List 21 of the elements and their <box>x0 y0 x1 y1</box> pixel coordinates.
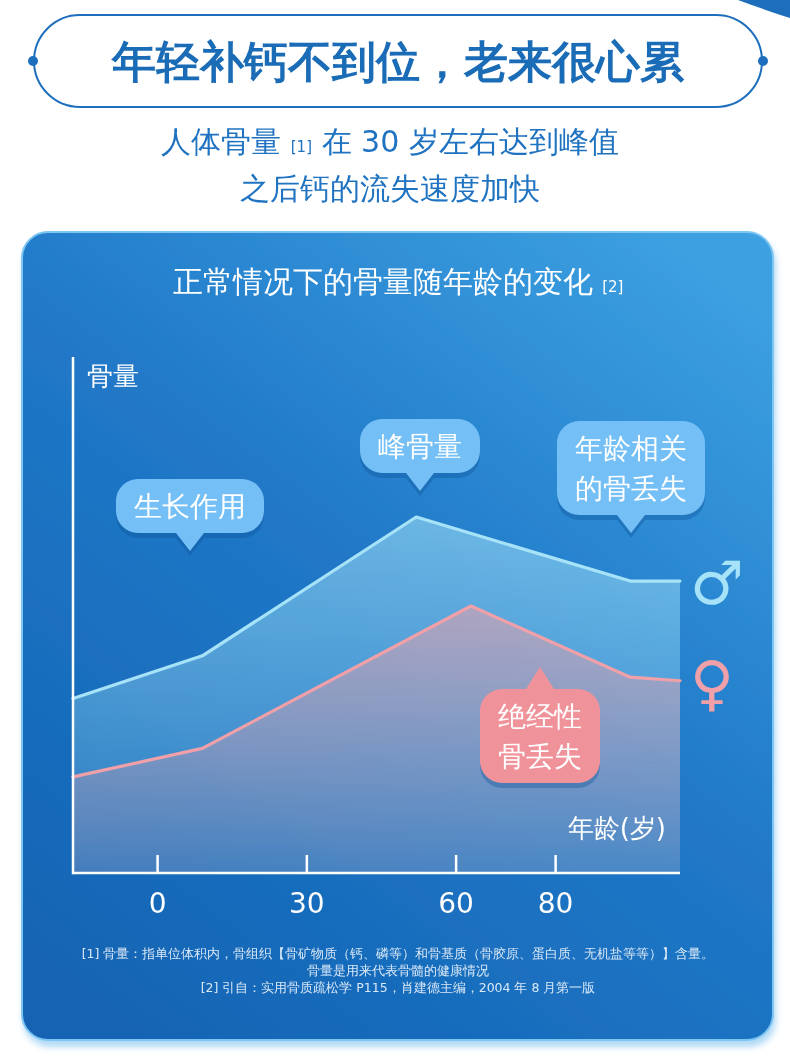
series-name: ♀ <box>690 647 734 718</box>
subtitle: 人体骨量 [1] 在 30 岁左右达到峰值 <box>161 124 619 159</box>
title: 年轻补钙不到位，老来很心累 <box>112 36 684 87</box>
x-tick-label: 0 <box>148 886 167 920</box>
series-name: ♂ <box>690 548 744 619</box>
note: [1] 骨量：指单位体积内，骨组织【骨矿物质（钙、磷等）和骨基质（骨胶原、蛋白质、无机盐等等）】含量。 <box>81 946 715 961</box>
callout-text: 的骨丢失 <box>575 471 687 505</box>
x-tick-label: 60 <box>438 886 474 920</box>
x-tick-label: 80 <box>537 886 574 920</box>
note: 骨量是用来代表骨髓的健康情况 <box>307 963 489 978</box>
chart-heading: 正常情况下的骨量随年龄的变化 [2] <box>172 264 624 299</box>
xlabel: 年龄(岁) <box>567 813 666 843</box>
ylabel: 骨量 <box>87 361 139 391</box>
callout-text: 绝经性 <box>498 699 582 733</box>
note: [2] 引自：实用骨质疏松学 P115，肖建德主编，2004 年 8 月第一版 <box>200 980 596 995</box>
subtitle: 之后钙的流失速度加快 <box>240 171 540 206</box>
callout-text: 年龄相关 <box>575 431 687 465</box>
x-tick-label: 30 <box>289 886 325 920</box>
callout-text: 生长作用 <box>134 489 246 523</box>
callout-text: 骨丢失 <box>498 739 582 773</box>
callout-text: 峰骨量 <box>378 429 462 463</box>
